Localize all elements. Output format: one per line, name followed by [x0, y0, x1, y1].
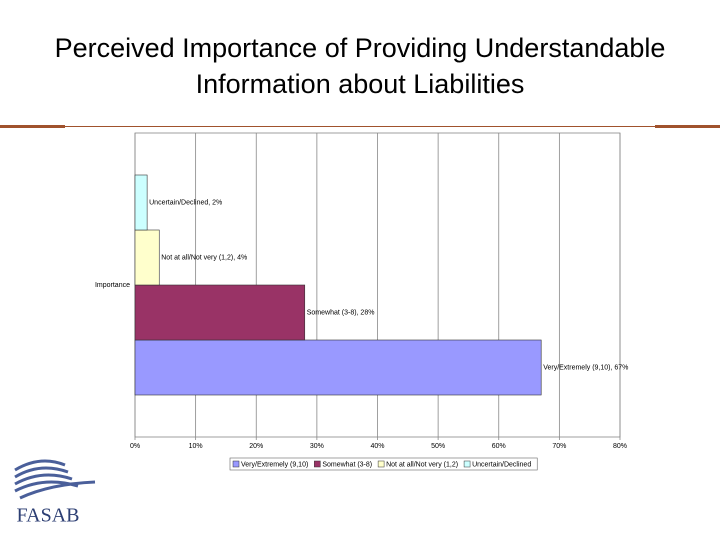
bar: [134, 174, 148, 231]
slide-title: Perceived Importance of Providing Unders…: [54, 33, 666, 99]
x-tick-label: 30%: [310, 443, 324, 450]
data-label: Not at all/Not very (1,2), 4%: [161, 254, 247, 261]
data-label: Very/Extremely (9,10), 67%: [543, 364, 628, 371]
legend-label: Very/Extremely (9,10): [241, 461, 308, 468]
legend-label: Uncertain/Declined: [472, 461, 531, 468]
rule-left: [0, 125, 65, 128]
logo-text: FASAB: [17, 505, 80, 527]
x-tick-label: 60%: [492, 443, 506, 450]
legend-swatch: [232, 460, 240, 468]
logo-mark: [14, 459, 96, 500]
rule-mid: [65, 126, 655, 127]
y-tick-label: Importance: [95, 282, 130, 289]
data-label: Uncertain/Declined, 2%: [149, 199, 222, 206]
legend-swatch: [314, 460, 321, 468]
x-tick-label: 50%: [431, 443, 445, 450]
x-tick-label: 40%: [370, 443, 384, 450]
x-tick-label: 20%: [249, 443, 263, 450]
x-tick-label: 70%: [552, 443, 566, 450]
x-tick-label: 0%: [130, 443, 140, 450]
legend-label: Somewhat (3-8): [322, 461, 372, 468]
data-label: Somewhat (3-8), 28%: [307, 309, 375, 316]
bar: [134, 229, 160, 286]
x-tick-label: 80%: [613, 443, 627, 450]
bar: [134, 339, 542, 396]
legend-swatch: [377, 460, 385, 468]
bar: [134, 284, 306, 341]
legend-swatch: [463, 460, 471, 468]
rule-right: [655, 125, 720, 128]
x-tick-label: 10%: [189, 443, 203, 450]
legend-label: Not at all/Not very (1,2): [386, 461, 458, 468]
